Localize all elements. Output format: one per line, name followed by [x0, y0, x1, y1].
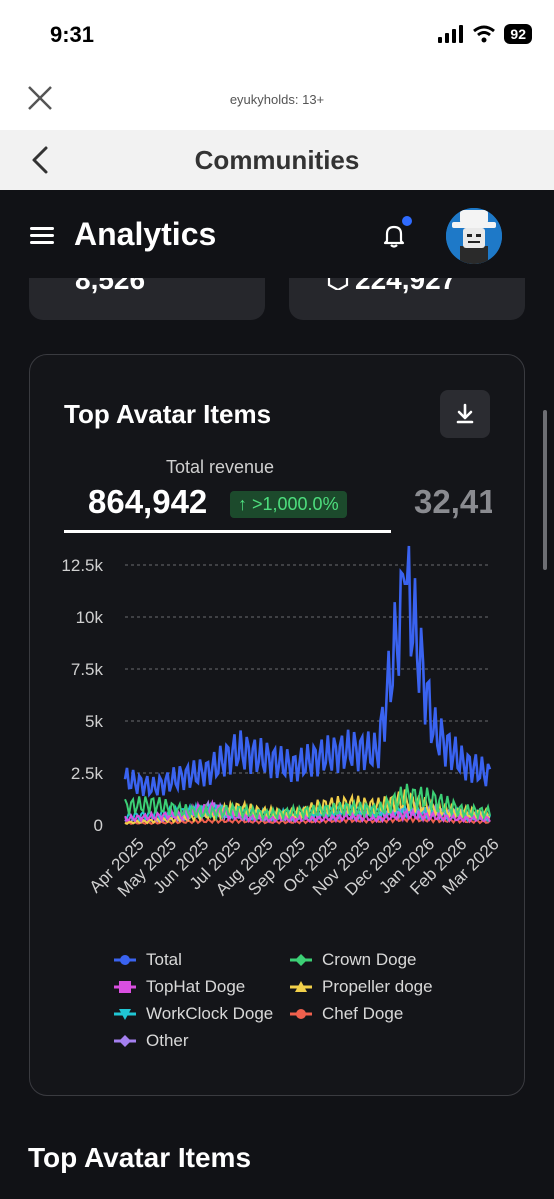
download-button[interactable] [440, 390, 490, 438]
y-tick-label: 12.5k [61, 556, 103, 575]
stat-value: 8,526 [75, 278, 146, 295]
y-tick-label: 5k [85, 712, 103, 731]
download-icon [456, 403, 474, 424]
y-tick-label: 10k [76, 608, 104, 627]
legend-marker-diamond [290, 954, 312, 966]
signal-icon [438, 25, 464, 43]
bell-icon[interactable] [380, 222, 408, 250]
legend-tophat-doge[interactable]: TopHat Doge [114, 977, 245, 997]
legend-marker-circle [290, 1009, 312, 1019]
y-tick-label: 0 [94, 816, 103, 835]
series-line-crown-doge [124, 783, 491, 823]
legend-crown-doge[interactable]: Crown Doge [290, 950, 417, 970]
card-title: Top Avatar Items [64, 399, 272, 429]
back-chevron-icon[interactable] [28, 145, 52, 175]
status-icons: 92 [438, 24, 532, 44]
legend-marker-diamond [114, 1035, 136, 1047]
legend-label: Other [146, 1031, 189, 1050]
y-tick-label: 7.5k [71, 660, 104, 679]
series-line-tophat-doge [124, 799, 491, 824]
legend-other[interactable]: Other [114, 1031, 189, 1051]
scrollbar[interactable] [543, 410, 547, 570]
legend-label: Total [146, 950, 182, 969]
battery-indicator: 92 [504, 24, 532, 44]
series-line-total [123, 545, 492, 798]
metric-label: Total revenue [166, 457, 275, 477]
legend-label: TopHat Doge [146, 977, 246, 996]
legend-chef-doge[interactable]: Chef Doge [290, 1004, 403, 1024]
legend-label: WorkClock Doge [146, 1004, 274, 1023]
nav-bar: Communities [0, 130, 554, 190]
menu-icon[interactable] [30, 227, 54, 245]
robux-icon [327, 278, 349, 290]
legend-workclock-doge[interactable]: WorkClock Doge [114, 1004, 273, 1024]
status-time: 9:31 [50, 22, 95, 47]
change-badge: ↑ >1,000.0% [230, 491, 347, 518]
stat-card-left: 8,526 [29, 278, 265, 320]
legend-propeller-doge[interactable]: Propeller doge [290, 977, 433, 997]
avatar[interactable] [446, 208, 502, 264]
legend-marker-square [114, 981, 136, 993]
metric-selected-underline [64, 530, 391, 533]
wifi-icon [473, 25, 496, 43]
stat-value: 224,927 [355, 278, 457, 295]
browser-bar: eyukyholds: 13+ [0, 70, 554, 130]
y-tick-label: 2.5k [71, 764, 104, 783]
app-header: Analytics [0, 190, 554, 278]
notification-dot [402, 216, 412, 226]
page-title: Analytics [74, 216, 217, 252]
legend-label: Crown Doge [322, 950, 417, 969]
site-label: eyukyholds: 13+ [229, 92, 325, 107]
metric-value[interactable]: 864,942 [88, 483, 208, 520]
legend-marker-triangle-down [114, 1009, 136, 1020]
stat-card-right: 224,927 [289, 278, 525, 320]
section-title: Top Avatar Items [28, 1142, 252, 1173]
metric-value-next[interactable]: 32,41 [414, 483, 492, 520]
legend-marker-triangle [290, 981, 312, 992]
legend-label: Propeller doge [322, 977, 433, 996]
status-bar: 9:31 92 [0, 0, 554, 70]
legend-label: Chef Doge [322, 1004, 404, 1023]
series-line-propeller-doge [124, 789, 491, 825]
nav-title: Communities [194, 145, 360, 175]
legend-total[interactable]: Total [114, 950, 182, 970]
close-icon[interactable] [26, 84, 54, 112]
legend-marker-circle [114, 955, 136, 965]
